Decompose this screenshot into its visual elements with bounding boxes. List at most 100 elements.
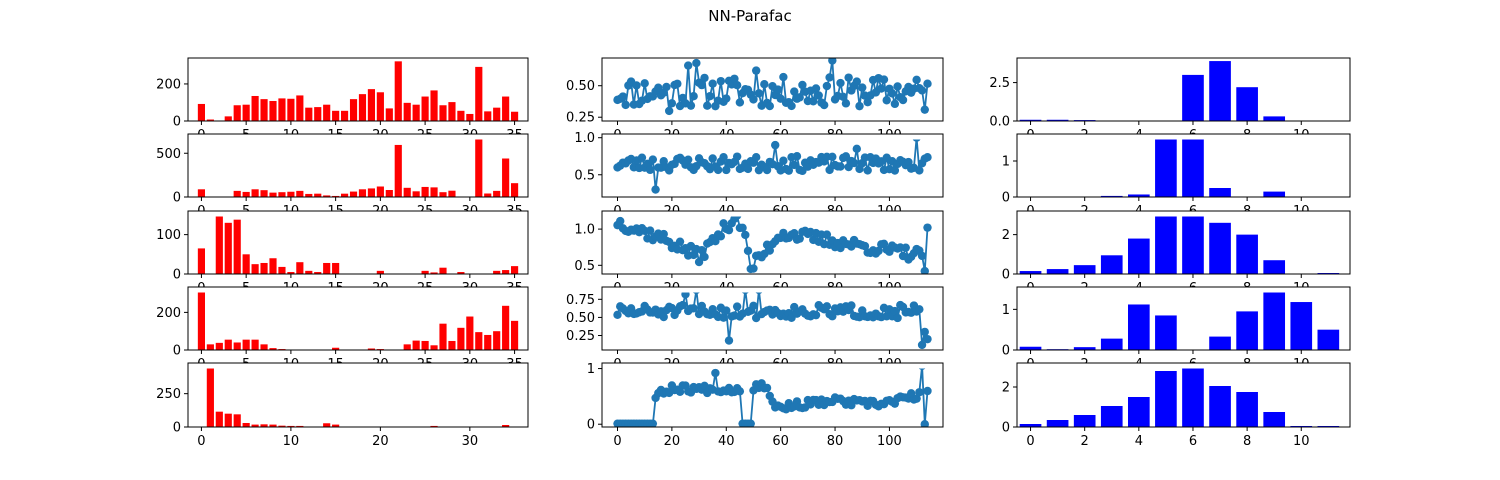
plot-area: [206, 368, 510, 427]
bar: [1019, 271, 1042, 274]
y-tick-label: 200: [156, 77, 181, 92]
bar: [475, 66, 483, 121]
bar: [251, 424, 259, 427]
bar: [394, 61, 402, 121]
bar: [358, 189, 367, 197]
bar: [493, 190, 501, 197]
bar: [233, 105, 241, 121]
data-point: [716, 232, 726, 241]
data-point: [659, 229, 668, 239]
bar: [215, 342, 223, 350]
data-point: [847, 301, 856, 310]
bar: [1046, 119, 1069, 121]
data-point: [645, 226, 655, 235]
subplot-r3-c0: 020005101520253035: [156, 286, 529, 372]
data-point: [735, 387, 745, 396]
bar: [367, 348, 375, 350]
bar: [224, 339, 232, 350]
bar: [421, 186, 429, 197]
plot-area: [1019, 61, 1286, 121]
plot-area: [197, 135, 519, 197]
data-point: [751, 66, 761, 75]
bar: [1209, 336, 1231, 350]
bar: [287, 191, 295, 197]
bar: [466, 113, 474, 121]
y-tick-label: 100: [156, 228, 181, 243]
data-point: [711, 236, 720, 246]
data-point: [722, 306, 731, 315]
data-point: [844, 73, 853, 82]
bar: [1019, 119, 1042, 121]
data-point: [923, 79, 932, 88]
bar: [224, 413, 232, 427]
y-tick-label: 0.25: [566, 329, 595, 344]
data-point: [732, 81, 742, 90]
y-tick-label: 1.0: [574, 131, 595, 146]
data-point: [773, 85, 783, 94]
data-point: [920, 266, 929, 274]
bar: [215, 214, 223, 274]
data-point: [648, 155, 658, 164]
data-point: [882, 96, 891, 105]
bar: [287, 272, 295, 274]
y-tick-label: 0.0: [989, 115, 1010, 130]
x-tick-label: 80: [827, 434, 844, 449]
bar: [1263, 260, 1286, 274]
bar: [421, 96, 429, 121]
overlap-mask: [602, 287, 943, 293]
data-point: [675, 237, 685, 246]
subplot-r4-c1: 010 20 40 60 80 100: [587, 362, 944, 449]
data-point: [828, 152, 837, 161]
bar: [242, 339, 250, 350]
subplot-r2-c1: 0.51.0020406080100: [574, 210, 944, 296]
data-point: [684, 155, 693, 164]
bar: [385, 108, 393, 121]
y-tick-label: 0: [587, 418, 595, 433]
data-point: [694, 257, 704, 267]
plot-area: [613, 58, 932, 116]
data-point: [640, 79, 649, 88]
bar: [1209, 61, 1231, 121]
bar: [278, 192, 286, 197]
data-point: [616, 216, 625, 226]
data-point: [719, 313, 728, 322]
y-tick-label: 0: [1002, 191, 1010, 206]
data-point: [743, 164, 753, 174]
bar: [314, 272, 322, 274]
data-point: [825, 165, 834, 175]
data-point: [749, 301, 758, 310]
data-point: [809, 97, 818, 106]
bar: [412, 340, 420, 350]
bar: [448, 190, 456, 197]
data-point: [651, 185, 660, 194]
data-point: [724, 336, 734, 345]
overlap-mask: [602, 363, 943, 369]
data-point: [893, 313, 902, 323]
bar: [1209, 222, 1231, 274]
data-point: [795, 234, 804, 243]
bar: [367, 89, 375, 121]
bar: [305, 107, 313, 121]
data-point: [722, 94, 731, 103]
data-point: [762, 165, 772, 175]
bar: [260, 190, 268, 197]
bar: [385, 190, 393, 197]
overlap-mask: [1017, 211, 1350, 217]
data-point: [893, 82, 902, 91]
data-point: [790, 229, 799, 238]
bar: [269, 100, 277, 121]
subplot-r0-c0: 020005101520253035: [156, 57, 529, 143]
bar: [511, 320, 519, 350]
subplot-r2-c0: 010005101520253035: [156, 210, 529, 296]
data-point: [689, 304, 698, 313]
data-point: [618, 92, 628, 101]
bar: [403, 187, 411, 197]
data-point: [762, 383, 772, 393]
data-point: [863, 166, 872, 175]
data-point: [790, 87, 799, 96]
bar: [493, 107, 501, 121]
data-point: [858, 83, 867, 92]
bar: [341, 193, 349, 197]
data-point: [632, 81, 641, 90]
data-point: [920, 420, 929, 427]
